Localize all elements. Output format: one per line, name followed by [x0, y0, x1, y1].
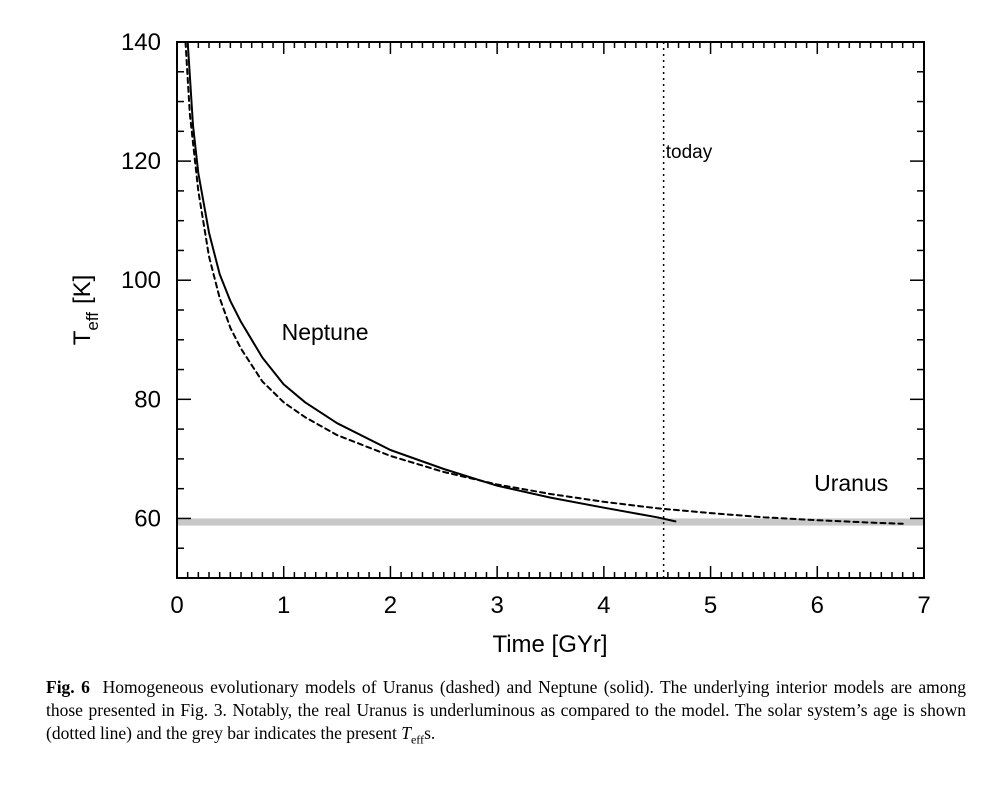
caption-math: Teff — [401, 723, 424, 747]
chart: 0 1 2 3 4 5 6 7 60 80 100 120 140 Time [GYr] Teff [K]… — [69, 29, 931, 658]
y-axis-label: Teff [K] — [69, 275, 102, 346]
present-teff-band — [177, 518, 924, 526]
y-tick-label: 80 — [134, 386, 161, 413]
x-axis-label: Time [GYr] — [492, 631, 607, 658]
x-tick-label: 6 — [811, 592, 824, 619]
chart-svg: 0 1 2 3 4 5 6 7 60 80 100 120 140 Time [GYr] Teff [K]… — [69, 29, 931, 658]
caption-math-main: T — [401, 723, 411, 743]
x-tick-label: 4 — [597, 592, 610, 619]
y-tick-label: 60 — [134, 505, 161, 532]
annotation-uranus: Uranus — [814, 470, 888, 496]
caption-math-sub: eff — [410, 732, 425, 747]
caption-label: Fig. 6 — [46, 677, 90, 697]
x-tick-label: 0 — [170, 592, 183, 619]
x-tick-label: 2 — [384, 592, 397, 619]
y-axis-label-main: T — [69, 330, 96, 345]
y-tick-label: 140 — [121, 29, 161, 56]
caption-text: Homogeneous evolutionary models of Uranu… — [46, 677, 966, 743]
y-tick-label: 120 — [121, 148, 161, 175]
y-axis-label-sub: eff — [83, 312, 102, 331]
annotation-neptune: Neptune — [282, 319, 369, 345]
x-tick-label: 7 — [917, 592, 930, 619]
caption-tail: s. — [424, 723, 436, 743]
figure-caption: Fig. 6 Homogeneous evolutionary models o… — [46, 676, 966, 752]
x-tick-label: 3 — [490, 592, 503, 619]
x-tick-label: 1 — [277, 592, 290, 619]
x-tick-label: 5 — [704, 592, 717, 619]
series-line-neptune — [186, 42, 677, 523]
annotation-today: today — [666, 142, 713, 163]
series-line-uranus — [184, 42, 904, 525]
y-axis-label-unit: [K] — [69, 275, 96, 304]
y-tick-label: 100 — [121, 267, 161, 294]
